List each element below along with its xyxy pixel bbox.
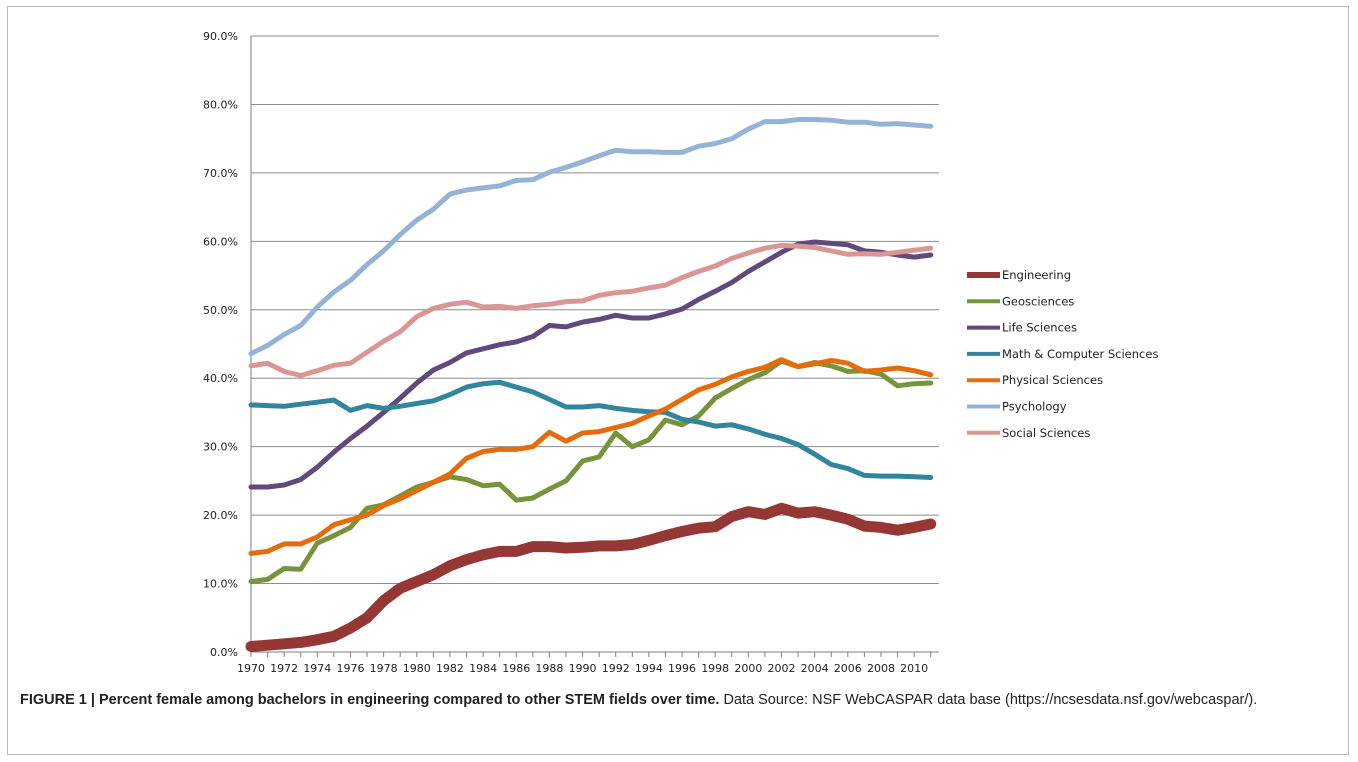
y-tick-label: 60.0% xyxy=(203,235,238,248)
figure-caption: FIGURE 1 | Percent female among bachelor… xyxy=(20,690,1330,711)
y-tick-label: 70.0% xyxy=(203,167,238,180)
x-tick-label: 2010 xyxy=(900,662,928,675)
x-tick-label: 1974 xyxy=(303,662,331,675)
x-tick-label: 1984 xyxy=(469,662,497,675)
legend-label: Psychology xyxy=(1002,400,1067,414)
legend-label: Math & Computer Sciences xyxy=(1002,347,1158,361)
legend-label: Engineering xyxy=(1002,268,1071,282)
grid-lines xyxy=(251,35,939,653)
y-tick-label: 10.0% xyxy=(203,578,238,591)
y-tick-label: 50.0% xyxy=(203,304,238,317)
x-tick-label: 1988 xyxy=(535,662,563,675)
x-tick-label: 1978 xyxy=(370,662,398,675)
x-tick-label: 1970 xyxy=(237,662,265,675)
x-tick-label: 1990 xyxy=(569,662,597,675)
caption-title: FIGURE 1 | Percent female among bachelor… xyxy=(20,692,720,708)
x-tick-label: 2004 xyxy=(801,662,829,675)
figure-frame xyxy=(7,6,1349,755)
x-tick-label: 1996 xyxy=(668,662,696,675)
y-tick-label: 90.0% xyxy=(203,30,238,43)
x-tick-label: 2002 xyxy=(768,662,796,675)
y-tick-label: 30.0% xyxy=(203,441,238,454)
line-chart: 0.0% 10.0% 20.0% 30.0% 40.0% 50.0% 60.0% 70.0% 8… xyxy=(203,30,1158,675)
x-tick-label: 1994 xyxy=(635,662,663,675)
axes: 0.0% 10.0% 20.0% 30.0% 40.0% 50.0% 60.0% 70.0% 8… xyxy=(203,30,939,675)
x-tick-label: 2006 xyxy=(834,662,862,675)
y-tick-label: 0.0% xyxy=(210,646,238,659)
y-tick-label: 40.0% xyxy=(203,372,238,385)
x-tick-label: 1986 xyxy=(502,662,530,675)
series-line-physical-sciences xyxy=(248,357,934,556)
legend-label: Life Sciences xyxy=(1002,321,1077,335)
x-tick-label: 2008 xyxy=(867,662,895,675)
series-line-social-sciences xyxy=(248,242,934,378)
caption-source: Data Source: NSF WebCASPAR data base (ht… xyxy=(723,692,1258,708)
legend-label: Geosciences xyxy=(1002,294,1074,308)
series-line-life-sciences xyxy=(248,239,934,490)
x-tick-label: 1980 xyxy=(403,662,431,675)
x-tick-label: 1998 xyxy=(701,662,729,675)
legend-label: Social Sciences xyxy=(1002,426,1090,440)
x-tick-label: 1982 xyxy=(436,662,464,675)
legend-label: Physical Sciences xyxy=(1002,373,1103,387)
series-line-math-computer-sciences xyxy=(248,379,934,480)
x-tick-label: 2000 xyxy=(734,662,762,675)
series-line-psychology xyxy=(248,117,934,357)
series-line-engineering xyxy=(245,502,937,652)
x-tick-label: 1992 xyxy=(602,662,630,675)
legend: Engineering Geosciences Life Sciences Math … xyxy=(967,268,1158,440)
x-tick-label: 1972 xyxy=(270,662,298,675)
series-lines xyxy=(245,117,937,652)
y-tick-label: 20.0% xyxy=(203,509,238,522)
x-tick-label: 1976 xyxy=(336,662,364,675)
y-tick-label: 80.0% xyxy=(203,98,238,111)
